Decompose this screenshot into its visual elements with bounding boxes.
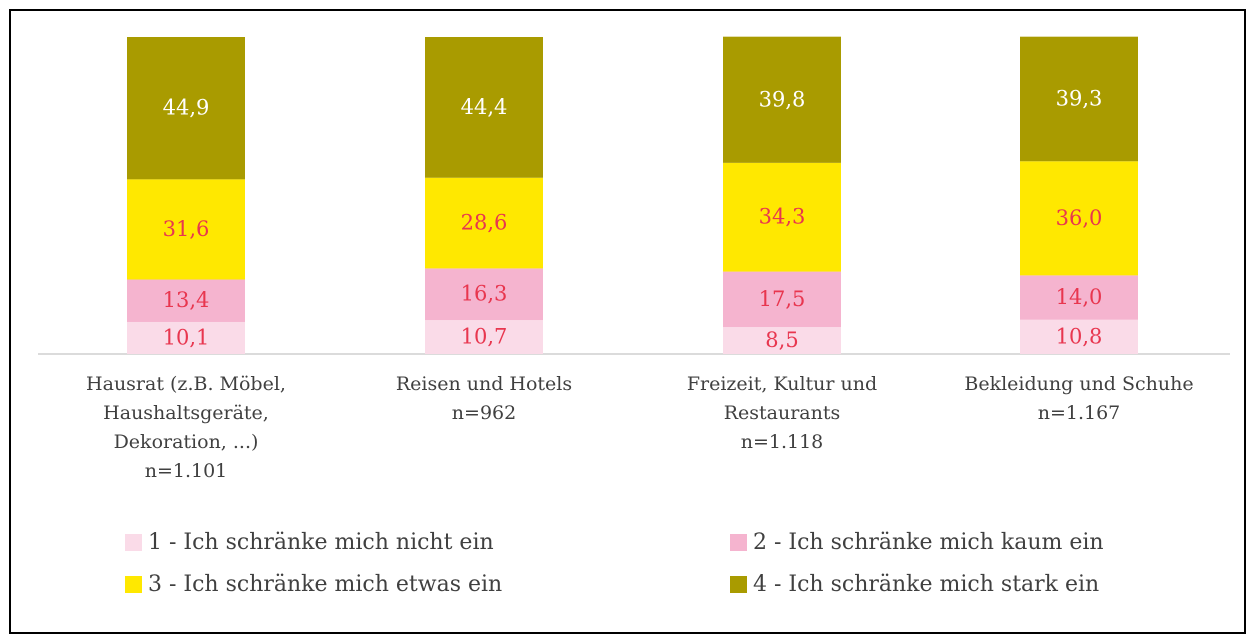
legend-item: 4 - Ich schränke mich stark ein xyxy=(730,572,1099,597)
bar-segment xyxy=(425,268,543,321)
bar-segment xyxy=(723,36,841,163)
value-label: 16,3 xyxy=(461,282,508,306)
legend-swatch xyxy=(125,534,142,551)
bar-segment xyxy=(1020,319,1138,354)
bar-segment xyxy=(723,327,841,354)
legend-item: 3 - Ich schränke mich etwas ein xyxy=(125,572,502,597)
value-label: 44,9 xyxy=(163,96,210,120)
bar-segment xyxy=(723,271,841,328)
legend-label: 2 - Ich schränke mich kaum ein xyxy=(753,530,1104,555)
bar-segment xyxy=(425,177,543,269)
legend-label: 4 - Ich schränke mich stark ein xyxy=(753,572,1100,597)
bar-segment xyxy=(1020,275,1138,320)
chart-frame xyxy=(9,9,1246,634)
value-label: 31,6 xyxy=(163,217,210,241)
category-name: Hausrat (z.B. Möbel, Haushaltsgeräte, De… xyxy=(86,373,286,453)
value-label: 10,8 xyxy=(1056,324,1103,348)
value-label: 28,6 xyxy=(461,211,508,235)
sample-size: n=1.101 xyxy=(144,460,228,482)
legend-item: 2 - Ich schränke mich kaum ein xyxy=(730,530,1104,555)
sample-size: n=962 xyxy=(451,402,517,424)
category-name: Reisen und Hotels xyxy=(395,373,573,395)
value-label: 39,3 xyxy=(1056,86,1103,110)
legend-label: 3 - Ich schränke mich etwas ein xyxy=(148,572,503,597)
legend-swatch xyxy=(730,576,747,593)
bar-segment xyxy=(1020,36,1138,162)
value-label: 14,0 xyxy=(1056,285,1103,309)
value-label: 8,5 xyxy=(765,328,798,352)
value-label: 39,8 xyxy=(759,87,806,111)
category-name: Bekleidung und Schuhe xyxy=(964,373,1194,395)
x-tick-label: Reisen und Hotels n=962 xyxy=(349,370,619,428)
legend-label: 1 - Ich schränke mich nicht ein xyxy=(148,530,494,555)
value-label: 17,5 xyxy=(759,287,806,311)
x-tick-label: Freizeit, Kultur und Restaurants n=1.118 xyxy=(647,370,917,457)
bar-segment xyxy=(1020,161,1138,276)
bar-segment xyxy=(127,279,245,322)
value-label: 36,0 xyxy=(1056,206,1103,230)
x-tick-label: Hausrat (z.B. Möbel, Haushaltsgeräte, De… xyxy=(51,370,321,486)
value-label: 10,1 xyxy=(163,325,210,349)
value-label: 10,7 xyxy=(461,325,508,349)
bar-segment xyxy=(425,37,543,178)
sample-size: n=1.167 xyxy=(1037,402,1121,424)
bar-segment xyxy=(127,179,245,280)
bar-segment xyxy=(127,321,245,354)
value-label: 44,4 xyxy=(461,95,508,119)
legend-swatch xyxy=(125,576,142,593)
bar-segment xyxy=(425,320,543,354)
bar-segment xyxy=(127,37,245,180)
value-label: 34,3 xyxy=(759,205,806,229)
legend-swatch xyxy=(730,534,747,551)
value-label: 13,4 xyxy=(163,288,210,312)
x-tick-label: Bekleidung und Schuhe n=1.167 xyxy=(944,370,1214,428)
legend-item: 1 - Ich schränke mich nicht ein xyxy=(125,530,494,555)
sample-size: n=1.118 xyxy=(740,431,824,453)
bar-segment xyxy=(723,162,841,272)
category-name: Freizeit, Kultur und Restaurants xyxy=(686,373,878,424)
